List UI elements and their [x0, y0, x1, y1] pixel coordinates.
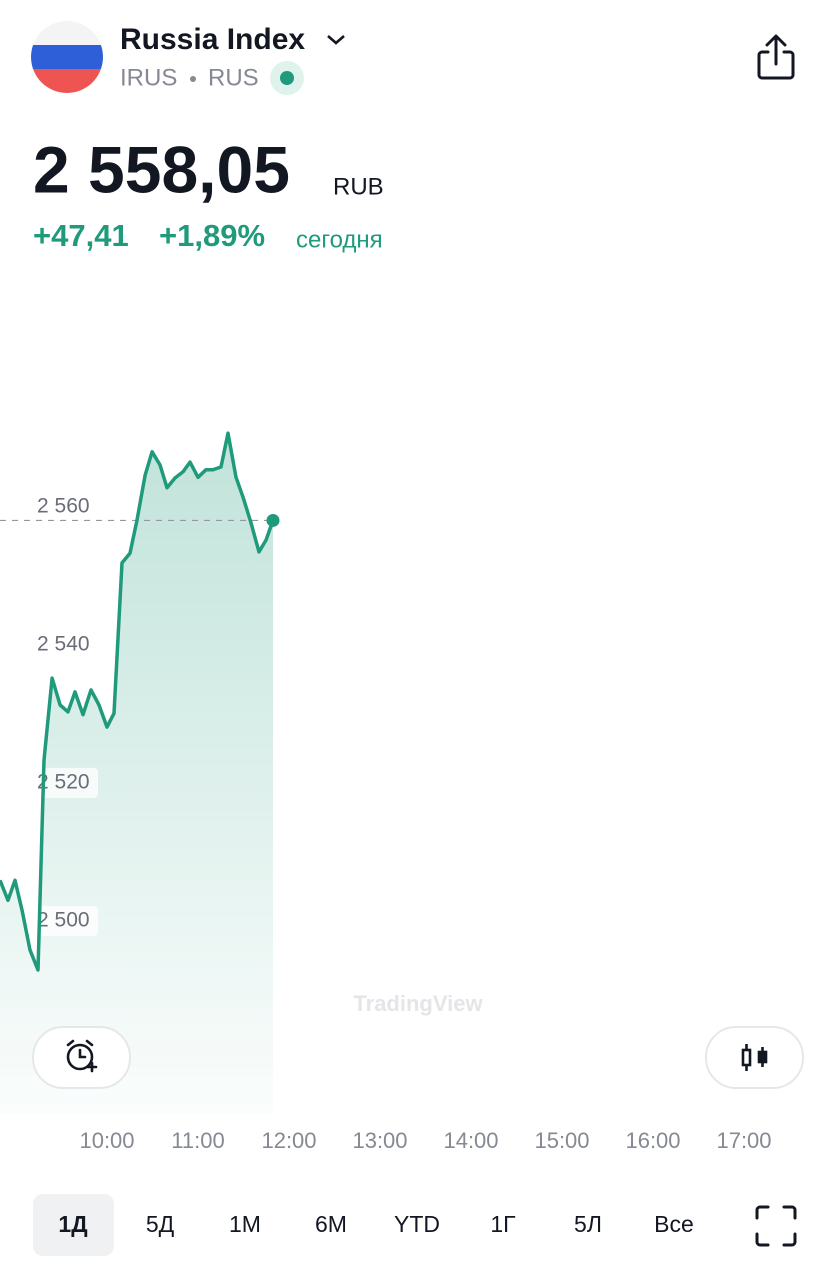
range-tab[interactable]: 6М	[315, 1211, 347, 1237]
line	[0, 431, 275, 972]
share-button[interactable]	[757, 34, 795, 80]
price: 2 558,05	[33, 132, 290, 206]
candle-icon[interactable]	[741, 1044, 768, 1071]
range-tab[interactable]: 1Г	[490, 1211, 516, 1237]
y-tick-background	[32, 768, 98, 798]
range-tab[interactable]: 1М	[229, 1211, 261, 1237]
range-tab[interactable]: 1Д	[58, 1211, 87, 1237]
title[interactable]: Russia Index	[120, 23, 305, 56]
x-tick-label: 15:00	[534, 1128, 589, 1153]
range-tab[interactable]: 5Л	[574, 1211, 602, 1237]
dropdown-icon[interactable]	[327, 35, 345, 45]
x-tick-label: 14:00	[443, 1128, 498, 1153]
period: сегодня	[296, 226, 383, 253]
y-tick-label: 2 540	[37, 633, 90, 656]
y-tick-label: 2 500	[37, 909, 90, 932]
y-tick-background	[32, 492, 98, 522]
y-tick-label: 2 520	[37, 771, 90, 794]
x-tick-label: 11:00	[171, 1128, 224, 1153]
x-tick-label: 17:00	[716, 1128, 771, 1153]
market-status-dot	[280, 71, 294, 85]
range-tab-selected	[33, 1194, 114, 1256]
y-tick-background	[32, 630, 98, 660]
last-point	[266, 513, 280, 527]
chart-style-button[interactable]	[705, 1026, 804, 1089]
range-tabs: 1Д 5Д 1М 6М YTD 1Г 5Л Все	[33, 1194, 694, 1256]
y-tick-background	[32, 906, 98, 936]
currency: RUB	[333, 173, 384, 200]
y-tick-label: 2 560	[37, 495, 90, 518]
change-percent: +1,89%	[159, 218, 265, 253]
watermark: TradingView	[353, 991, 483, 1016]
x-tick-label: 12:00	[261, 1128, 316, 1153]
range-tab[interactable]: Все	[654, 1211, 694, 1237]
chart: 2 500 2 520 2 540 2 560 TradingView 10:00 11:0…	[0, 431, 772, 1153]
alert-icon[interactable]	[66, 1039, 98, 1073]
range-tab[interactable]: YTD	[394, 1211, 440, 1237]
separator	[190, 76, 196, 82]
range-tab[interactable]: 5Д	[146, 1211, 175, 1237]
symbol: IRUS	[120, 64, 177, 91]
fullscreen-button[interactable]	[755, 1205, 797, 1247]
area	[0, 433, 273, 1115]
flag	[31, 21, 103, 93]
x-tick-label: 13:00	[352, 1128, 407, 1153]
x-tick-label: 16:00	[625, 1128, 680, 1153]
change: +47,41	[33, 218, 129, 253]
x-tick-label: 10:00	[79, 1128, 134, 1153]
exchange: RUS	[208, 64, 259, 91]
